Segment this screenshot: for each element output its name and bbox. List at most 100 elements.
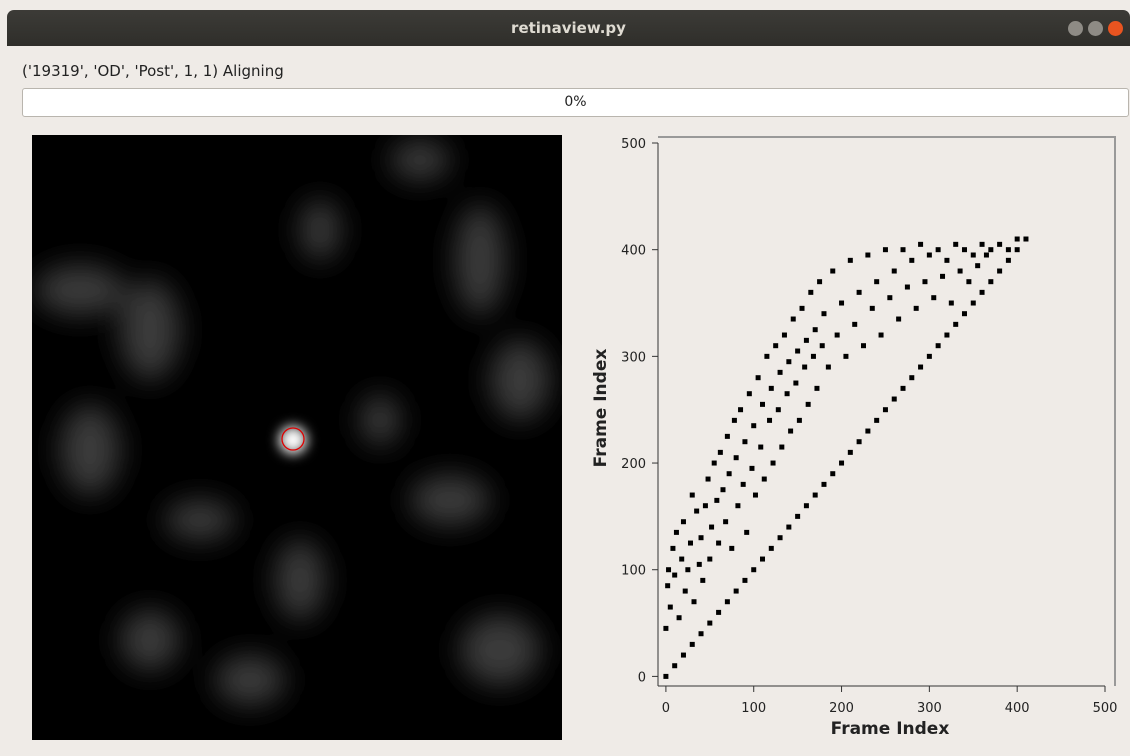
point (768, 545, 774, 551)
point (799, 305, 805, 311)
point (673, 529, 679, 535)
point (760, 401, 766, 407)
point (687, 540, 693, 546)
point (961, 311, 967, 317)
point (935, 343, 941, 349)
point (717, 449, 723, 455)
point (716, 540, 722, 546)
point (714, 497, 720, 503)
point (847, 257, 853, 263)
point (909, 257, 915, 263)
point (891, 396, 897, 402)
point (856, 289, 862, 295)
point (685, 567, 691, 573)
point (909, 375, 915, 381)
point (716, 609, 722, 615)
point (830, 268, 836, 274)
point (970, 300, 976, 306)
point (680, 519, 686, 525)
point (966, 279, 972, 285)
point (689, 641, 695, 647)
point (839, 300, 845, 306)
point (795, 513, 801, 519)
point (874, 417, 880, 423)
point (1023, 236, 1029, 242)
point (926, 252, 932, 258)
point (975, 263, 981, 269)
minimize-button[interactable] (1068, 21, 1083, 36)
point (796, 417, 802, 423)
x-tick-label: 300 (917, 701, 942, 716)
point (696, 561, 702, 567)
point (670, 545, 676, 551)
maximize-button[interactable] (1088, 21, 1103, 36)
point (805, 401, 811, 407)
point (1005, 257, 1011, 263)
point (702, 503, 708, 509)
point (680, 652, 686, 658)
point (988, 279, 994, 285)
marker-circle (281, 427, 305, 451)
point (926, 353, 932, 359)
point (682, 588, 688, 594)
point (970, 252, 976, 258)
point (983, 252, 989, 258)
point (900, 385, 906, 391)
x-tick-label: 200 (829, 701, 854, 716)
point (839, 460, 845, 466)
point (852, 321, 858, 327)
point (724, 599, 730, 605)
point (679, 556, 685, 562)
point (751, 423, 757, 429)
point (819, 343, 825, 349)
point (913, 305, 919, 311)
progress-label: 0% (564, 94, 587, 110)
point (1005, 247, 1011, 253)
point (729, 545, 735, 551)
point (731, 417, 737, 423)
point (935, 247, 941, 253)
point (918, 241, 924, 247)
point (882, 247, 888, 253)
point (667, 604, 673, 610)
point (726, 471, 732, 477)
point (672, 663, 678, 669)
point (803, 337, 809, 343)
status-label: ('19319', 'OD', 'Post', 1, 1) Aligning (22, 62, 284, 80)
point (788, 428, 794, 434)
point (997, 268, 1003, 274)
point (961, 247, 967, 253)
point (761, 476, 767, 482)
point (817, 279, 823, 285)
point (691, 599, 697, 605)
point (948, 300, 954, 306)
point (786, 524, 792, 530)
point (672, 572, 678, 578)
point (709, 524, 715, 530)
point (733, 588, 739, 594)
point (882, 407, 888, 413)
point (793, 380, 799, 386)
point (705, 476, 711, 482)
point (918, 364, 924, 370)
point (795, 348, 801, 354)
close-button[interactable] (1108, 21, 1123, 36)
point (953, 241, 959, 247)
point (957, 268, 963, 274)
point (758, 444, 764, 450)
point (843, 353, 849, 359)
point (878, 332, 884, 338)
point (779, 444, 785, 450)
point (874, 279, 880, 285)
point (698, 631, 704, 637)
y-tick-label: 200 (621, 457, 646, 472)
point (663, 625, 669, 631)
point (770, 460, 776, 466)
point (865, 428, 871, 434)
point (887, 295, 893, 301)
x-tick-label: 100 (741, 701, 766, 716)
x-axis-label: Frame Index (831, 719, 950, 739)
point (781, 332, 787, 338)
point (940, 273, 946, 279)
